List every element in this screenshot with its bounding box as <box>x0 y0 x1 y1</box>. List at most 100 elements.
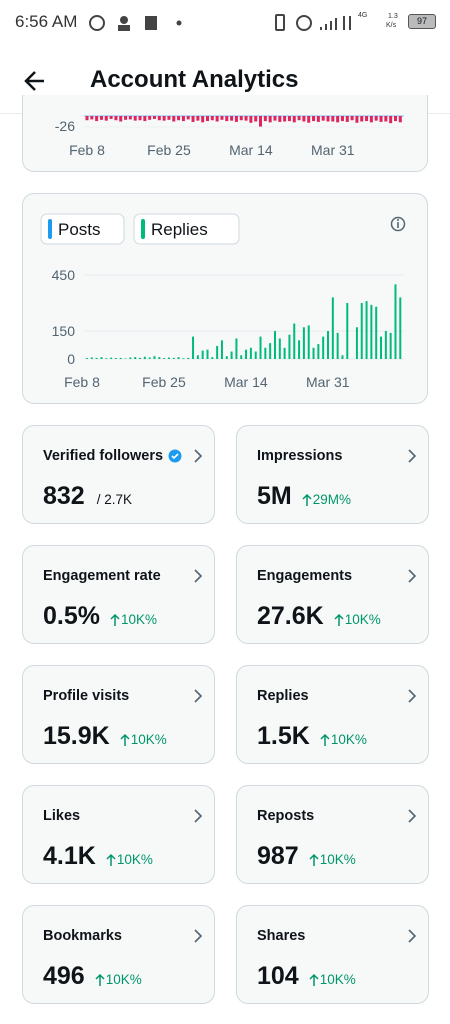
stat-card[interactable]: Engagement rate 0.5% 10K% <box>22 545 215 644</box>
stat-total: / 2.7K <box>96 492 132 507</box>
stat-card[interactable]: Shares 104 10K% <box>236 905 429 1004</box>
stat-label: Engagements <box>257 568 353 584</box>
stat-change: 10K% <box>105 972 142 987</box>
stat-value: 5M <box>257 482 292 510</box>
bar <box>163 358 166 359</box>
stat-change: 10K% <box>319 852 356 867</box>
bar <box>283 347 286 359</box>
bar <box>399 297 402 359</box>
bar <box>288 334 291 359</box>
stat-change: 10K% <box>120 612 158 627</box>
bar <box>230 116 234 121</box>
bar <box>249 116 253 123</box>
top-chart: -26 Feb 8 Feb 25 Mar 14 Mar 31 <box>55 115 404 158</box>
stat-card[interactable]: Profile visits 15.9K 10K% <box>22 665 215 764</box>
bar <box>177 357 180 359</box>
bar <box>336 332 339 359</box>
chevron <box>194 809 203 823</box>
stat-change: 10K% <box>116 852 153 867</box>
bar <box>234 116 238 122</box>
bar <box>307 325 310 359</box>
stat-card[interactable]: Replies 1.5K 10K% <box>236 665 429 764</box>
bar <box>278 338 281 359</box>
bar <box>240 355 243 359</box>
stat-label: Replies <box>257 688 309 704</box>
bar <box>172 357 175 359</box>
stat-card[interactable]: Bookmarks 496 10K% <box>22 905 215 1004</box>
chevron <box>408 929 417 943</box>
up-arrow <box>309 973 319 986</box>
bar <box>263 116 267 122</box>
status-speed-unit: K/s <box>386 22 397 29</box>
stat-label: Impressions <box>257 448 343 464</box>
bar <box>346 303 349 359</box>
x-tick-label: Feb 8 <box>64 374 100 390</box>
bar <box>99 116 103 120</box>
bar <box>360 116 364 122</box>
battery: 97 <box>408 14 436 29</box>
replies-chart: Posts Replies 0 150 450 Feb 8 Feb 25 Mar 14 Mar … <box>40 213 406 390</box>
chevron <box>194 929 203 943</box>
bar <box>114 358 117 359</box>
bar <box>167 116 171 120</box>
x-tick-label: Feb 25 <box>142 374 186 390</box>
y-tick-label: 150 <box>52 323 76 339</box>
stat-label: Likes <box>43 808 81 824</box>
up-arrow <box>95 973 105 986</box>
y-tick-label: 0 <box>67 351 75 367</box>
stat-card[interactable]: Verified followers 832 / 2.7K <box>22 425 215 524</box>
up-arrow <box>106 853 116 866</box>
legend-box <box>40 213 125 245</box>
stat-change: 10K% <box>330 732 367 747</box>
stat-value: 0.5% <box>43 602 100 630</box>
bar <box>375 306 378 359</box>
bar <box>158 357 161 359</box>
bar <box>182 358 185 359</box>
bar <box>124 358 127 359</box>
bar <box>167 357 170 359</box>
bar <box>153 356 156 359</box>
bar <box>143 356 146 359</box>
bar <box>139 357 142 359</box>
bar <box>340 116 344 122</box>
bar <box>327 331 329 359</box>
stat-value: 15.9K <box>43 722 110 750</box>
top-chart-card <box>22 95 428 172</box>
bar <box>109 116 113 119</box>
bar <box>239 116 243 121</box>
status-icons <box>89 15 182 31</box>
bar <box>90 116 94 120</box>
bar <box>119 357 122 359</box>
stat-card[interactable]: Impressions 5M 29M% <box>236 425 429 524</box>
bar <box>225 116 229 122</box>
bar <box>201 350 204 359</box>
bar <box>196 355 199 359</box>
bar <box>293 323 296 359</box>
page-title: Account Analytics <box>90 66 299 93</box>
bar <box>187 357 190 359</box>
x-tick-label: Mar 31 <box>311 142 355 158</box>
chevron <box>408 809 417 823</box>
stat-card[interactable]: Engagements 27.6K 10K% <box>236 545 429 644</box>
up-arrow <box>320 733 330 746</box>
bar <box>283 116 287 122</box>
chevron <box>194 449 203 463</box>
stat-card[interactable]: Likes 4.1K 10K% <box>22 785 215 884</box>
stat-value: 4.1K <box>43 842 96 870</box>
bar <box>230 351 233 359</box>
bar <box>215 116 219 122</box>
back-button[interactable] <box>22 68 50 96</box>
up-arrow <box>309 853 319 866</box>
up-arrow <box>120 733 130 746</box>
x-tick-label: Mar 14 <box>224 374 268 390</box>
stat-value: 496 <box>43 962 85 990</box>
bar <box>345 116 349 122</box>
bar <box>278 116 282 122</box>
stat-label: Reposts <box>257 808 315 824</box>
bar <box>321 116 325 121</box>
stat-card[interactable]: Reposts 987 10K% <box>236 785 429 884</box>
bar <box>206 349 209 359</box>
bar <box>316 116 320 122</box>
bar <box>148 116 152 120</box>
